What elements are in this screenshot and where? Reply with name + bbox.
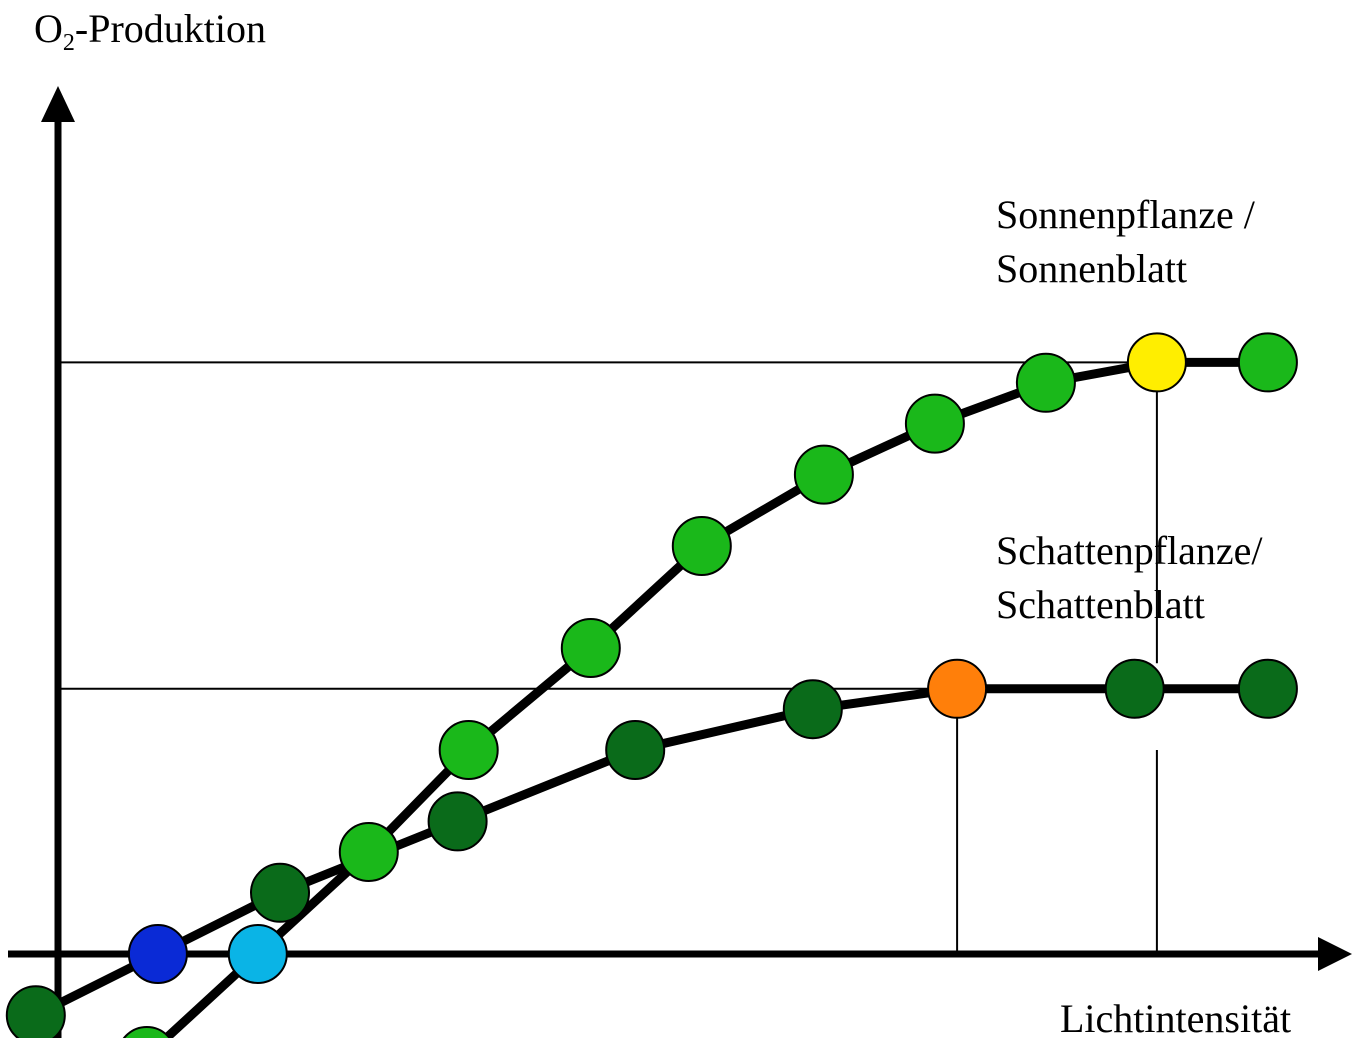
sun-point-7 xyxy=(793,444,854,505)
shade-point-6 xyxy=(782,679,843,740)
sun-point-6 xyxy=(671,516,732,576)
shade-compensation-point xyxy=(127,924,188,984)
sun-series-label-line1: Sonnenpflanze / xyxy=(996,192,1256,237)
axes xyxy=(8,86,1352,1038)
shade-point-1 xyxy=(5,985,66,1038)
shade-point-3 xyxy=(250,862,310,923)
x-axis-arrowhead xyxy=(1318,937,1352,971)
sun-point-5 xyxy=(560,618,621,678)
shade-point-5 xyxy=(605,720,666,780)
x-axis-label: Lichtintensität xyxy=(1060,996,1291,1038)
sun-point-8 xyxy=(904,393,965,454)
series-lines xyxy=(33,357,1268,1038)
shade-series-label-line2: Schattenblatt xyxy=(996,582,1205,627)
sun-point-1 xyxy=(122,1026,171,1038)
sun-series-line xyxy=(159,357,1268,1038)
sun-compensation-point xyxy=(227,924,288,984)
shade-point-8 xyxy=(1104,658,1165,719)
sun-point-3 xyxy=(338,822,399,882)
sun-saturation-point xyxy=(1126,332,1187,393)
series-points xyxy=(5,332,1298,1038)
sun-series-label-line2: Sonnenblatt xyxy=(996,246,1187,291)
shade-series-label-line1: Schattenpflanze/ xyxy=(996,528,1263,573)
shade-point-9 xyxy=(1237,658,1298,719)
sun-point-4 xyxy=(438,720,499,780)
sun-point-11 xyxy=(1237,332,1298,393)
shade-point-4 xyxy=(427,791,488,852)
y-axis-label: O2-Produktion xyxy=(34,6,266,56)
y-axis-arrowhead xyxy=(41,86,75,122)
shade-saturation-point xyxy=(927,658,988,719)
sun-point-9 xyxy=(1015,352,1076,413)
